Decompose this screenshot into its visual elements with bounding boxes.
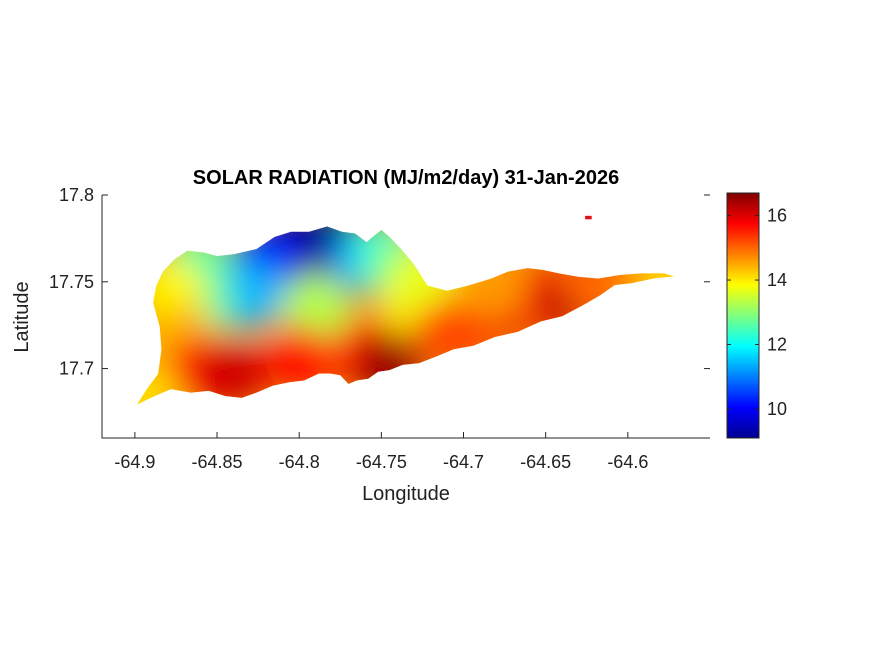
y-tick-label: 17.75 xyxy=(49,272,94,292)
x-tick-label: -64.75 xyxy=(356,452,407,472)
island-coastline xyxy=(135,225,676,406)
field-sample-15 xyxy=(199,339,268,405)
x-axis-label: Longitude xyxy=(362,483,450,505)
colorbar-tick-label: 12 xyxy=(767,335,787,355)
offshore-islet xyxy=(585,215,592,220)
y-tick-label: 17.8 xyxy=(59,185,94,205)
x-axis: -64.9 -64.85 -64.8 -64.75 -64.7 -64.65 -64.6 xyxy=(114,432,648,472)
field-sample-11 xyxy=(281,273,350,342)
colorbar-tick-label: 10 xyxy=(767,399,787,419)
x-tick-label: -64.6 xyxy=(607,452,648,472)
colorbar-gradient xyxy=(726,192,760,439)
island-heatmap xyxy=(135,215,676,406)
colorbar-tick-label: 16 xyxy=(767,206,787,226)
y-tick-label: 17.7 xyxy=(59,359,94,379)
x-tick-label: -64.65 xyxy=(520,452,571,472)
x-tick-label: -64.85 xyxy=(192,452,243,472)
x-tick-label: -64.8 xyxy=(279,452,320,472)
colorbar-tick-label: 14 xyxy=(767,270,787,290)
field-sample-27 xyxy=(136,364,179,405)
y-axis-label: Latitude xyxy=(11,281,33,352)
x-tick-label: -64.7 xyxy=(443,452,484,472)
axes-box xyxy=(101,195,710,439)
colorbar: 10 12 14 16 xyxy=(726,192,787,439)
x-tick-label: -64.9 xyxy=(114,452,155,472)
y-axis: 17.7 17.75 17.8 xyxy=(49,185,710,379)
colorbar-ticks: 10 12 14 16 xyxy=(727,206,787,419)
chart-title: SOLAR RADIATION (MJ/m2/day) 31-Jan-2026 xyxy=(193,167,619,189)
